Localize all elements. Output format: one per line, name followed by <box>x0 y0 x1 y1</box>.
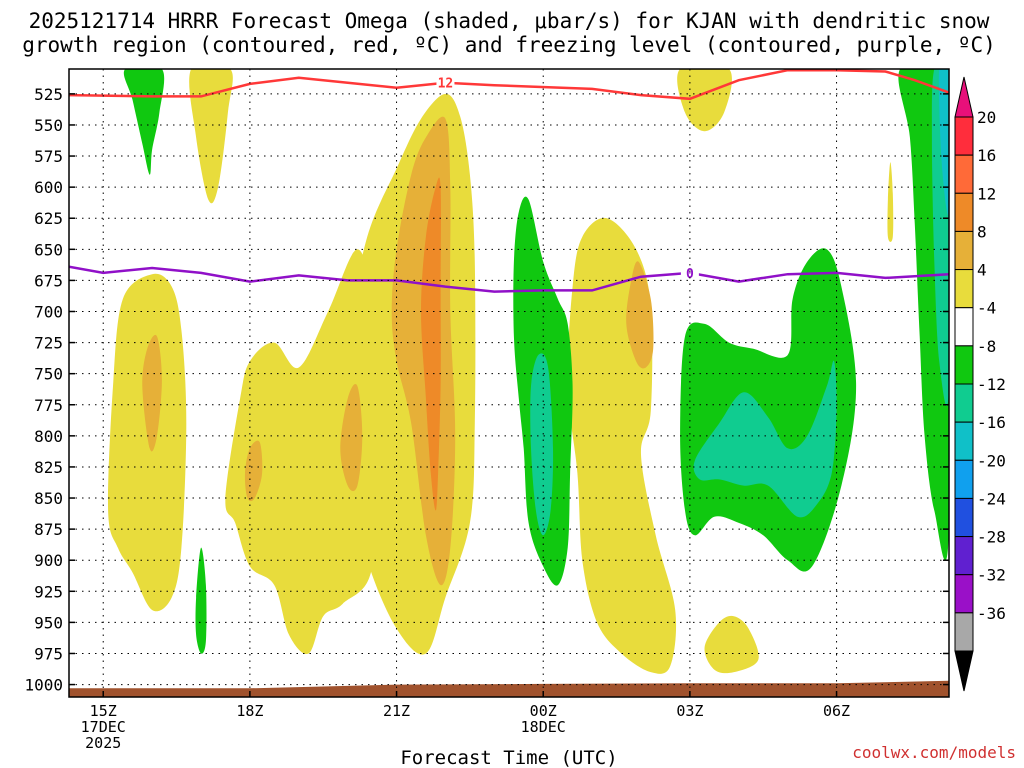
colorbar-label-4: 4 <box>977 261 987 280</box>
x-tick-label-0-0: 15Z <box>90 702 117 720</box>
colorbar-swatch-6 <box>954 345 974 385</box>
y-tick-label-950: 950 <box>34 613 63 632</box>
omega-region-10 <box>340 383 363 492</box>
y-axis: 525 550 575 600 625 650 675 700 725 750 775 800 825 8… <box>24 85 949 695</box>
colorbar-label-5: -4 <box>977 299 996 318</box>
freezing-level-line <box>69 265 949 293</box>
colorbar-label-10: -24 <box>977 489 1006 508</box>
y-tick-label-850: 850 <box>34 489 63 508</box>
y-tick-label-900: 900 <box>34 551 63 570</box>
x-tick-label-3-0: 18Z <box>236 702 263 720</box>
omega-region-5 <box>677 69 732 132</box>
omega-region-2 <box>107 273 187 612</box>
dgz-contour-line <box>69 69 949 101</box>
y-tick-label-525: 525 <box>34 85 63 104</box>
colorbar-label-11: -28 <box>977 528 1006 547</box>
x-tick-label-12-0: 03Z <box>676 702 703 720</box>
omega-region-12 <box>626 261 654 369</box>
x-tick-label-6-0: 21Z <box>383 702 410 720</box>
colorbar-label-0: 20 <box>977 108 996 127</box>
x-tick-label-0-1: 17DEC <box>81 718 126 736</box>
colorbar: 20 16 12 8 4 -4 -8 -12 -16 -20 -24 -28 -32 -36 <box>954 76 1006 692</box>
chart-title-line-1: 2025121714 HRRR Forecast Omega (shaded, … <box>29 9 990 33</box>
omega-region-9 <box>142 334 162 452</box>
omega-region-11 <box>244 440 263 502</box>
omega-region-6 <box>704 615 759 674</box>
dgz-contour-label-bg <box>436 74 455 90</box>
colorbar-label-2: 12 <box>977 184 996 203</box>
colorbar-swatch-0 <box>954 116 974 156</box>
colorbar-swatch-3 <box>954 230 974 271</box>
colorbar-label-1: 16 <box>977 146 996 165</box>
x-tick-label-9-1: 18DEC <box>521 718 566 736</box>
terrain-fill <box>69 680 949 697</box>
omega-region-22 <box>938 69 949 216</box>
colorbar-bottom-triangle <box>954 650 974 692</box>
omega-region-7 <box>887 162 894 242</box>
colorbar-label-12: -32 <box>977 566 1006 585</box>
omega-region-19 <box>530 353 554 536</box>
freezing-level-label-bg <box>680 264 699 280</box>
colorbar-swatch-13 <box>954 612 974 652</box>
y-tick-label-600: 600 <box>34 178 63 197</box>
colorbar-swatch-12 <box>954 574 974 614</box>
x-tick-label-15-0: 06Z <box>823 702 850 720</box>
colorbar-label-8: -16 <box>977 413 1006 432</box>
colorbar-label-6: -8 <box>977 337 996 356</box>
omega-region-1 <box>225 249 374 655</box>
freezing-level-label: 0 <box>686 267 694 282</box>
y-tick-label-750: 750 <box>34 365 63 384</box>
y-tick-label-725: 725 <box>34 334 63 353</box>
y-tick-label-975: 975 <box>34 644 63 663</box>
y-tick-label-700: 700 <box>34 302 63 321</box>
y-tick-label-775: 775 <box>34 396 63 415</box>
omega-region-3 <box>189 69 233 204</box>
colorbar-label-13: -36 <box>977 604 1006 623</box>
colorbar-label-7: -12 <box>977 375 1006 394</box>
colorbar-swatch-8 <box>954 421 974 461</box>
x-tick-label-0-2: 2025 <box>85 734 121 752</box>
colorbar-swatch-11 <box>954 536 974 576</box>
y-tick-label-925: 925 <box>34 582 63 601</box>
colorbar-swatch-7 <box>954 383 974 423</box>
chart-title-line-2: growth region (contoured, red, ºC) and f… <box>22 33 996 57</box>
omega-region-13 <box>421 177 441 511</box>
omega-region-20 <box>693 360 837 518</box>
y-tick-label-550: 550 <box>34 116 63 135</box>
dgz-contour-label: 12 <box>438 77 454 92</box>
colorbar-swatch-2 <box>954 192 974 232</box>
colorbar-label-9: -20 <box>977 451 1006 470</box>
x-axis-label: Forecast Time (UTC) <box>400 747 617 768</box>
y-tick-label-675: 675 <box>34 271 63 290</box>
colorbar-swatch-1 <box>954 154 974 194</box>
plot-area: 12 0 <box>69 69 949 697</box>
y-tick-label-1000: 1000 <box>24 676 63 695</box>
y-tick-label-625: 625 <box>34 209 63 228</box>
y-tick-label-875: 875 <box>34 520 63 539</box>
y-tick-label-800: 800 <box>34 427 63 446</box>
colorbar-swatch-10 <box>954 497 974 538</box>
y-tick-label-575: 575 <box>34 147 63 166</box>
colorbar-swatch-4 <box>954 269 974 309</box>
omega-region-17 <box>195 547 207 654</box>
y-tick-label-650: 650 <box>34 240 63 259</box>
x-tick-label-9-0: 00Z <box>530 702 557 720</box>
colorbar-swatch-5 <box>954 307 974 347</box>
plot-frame <box>68 68 950 698</box>
colorbar-label-3: 8 <box>977 222 987 241</box>
colorbar-swatch-9 <box>954 459 974 499</box>
grid-lines <box>69 69 949 697</box>
y-tick-label-825: 825 <box>34 458 63 477</box>
credit-text: coolwx.com/models <box>852 743 1016 762</box>
